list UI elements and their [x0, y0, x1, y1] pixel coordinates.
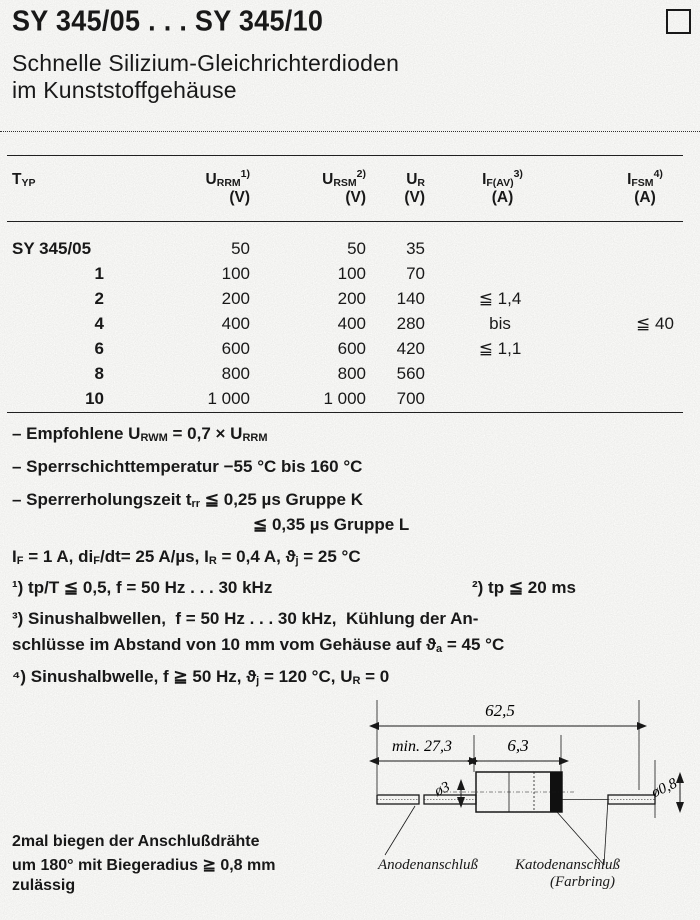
svg-text:ø0,8: ø0,8 — [648, 775, 680, 801]
svg-text:ø3: ø3 — [431, 779, 452, 800]
svg-text:6,3: 6,3 — [507, 736, 528, 755]
svg-text:62,5: 62,5 — [485, 701, 515, 720]
svg-text:min. 27,3: min. 27,3 — [392, 738, 452, 755]
